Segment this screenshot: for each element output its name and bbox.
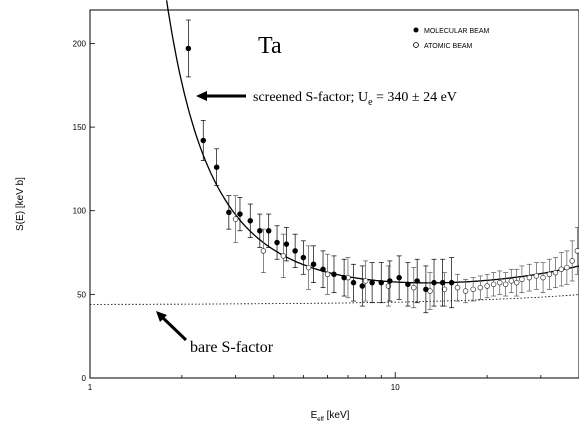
molecular-beam-point bbox=[257, 213, 263, 248]
atomic-beam-point bbox=[427, 272, 433, 310]
screened-annotation-arrow bbox=[196, 91, 246, 101]
atomic-beam-point bbox=[484, 273, 490, 299]
atomic-beam-point bbox=[526, 263, 533, 292]
molecular-beam-point bbox=[396, 255, 402, 300]
molecular-beam-point bbox=[200, 120, 207, 161]
atomic-beam-point bbox=[533, 262, 540, 290]
y-tick-label: 0 bbox=[82, 374, 87, 383]
molecular-beam-point bbox=[369, 262, 375, 304]
atomic-beam-point bbox=[477, 275, 484, 300]
molecular-beam-point bbox=[300, 240, 307, 275]
molecular-beam-point bbox=[310, 245, 317, 284]
molecular-beam-point bbox=[213, 148, 220, 186]
molecular-beam-point bbox=[283, 227, 290, 262]
y-tick-label: 50 bbox=[77, 290, 86, 299]
atomic-beam-point bbox=[462, 278, 469, 304]
molecular-beam-point bbox=[341, 258, 347, 297]
element-label: Ta bbox=[258, 33, 282, 59]
x-tick-label: 10 bbox=[391, 383, 400, 392]
atomic-beam-point bbox=[546, 258, 553, 290]
data-points bbox=[185, 19, 579, 314]
atomic-beam-point bbox=[508, 268, 515, 294]
legend-label-molecular: MOLECULAR BEAM bbox=[424, 28, 490, 35]
y-axis-title: S(E) [keV b] bbox=[15, 177, 26, 231]
molecular-beam-point bbox=[414, 258, 420, 304]
tick-labels: 0 50 100 150 200 1 10 bbox=[73, 39, 401, 392]
atomic-beam-point bbox=[324, 253, 331, 295]
atomic-beam-point bbox=[260, 228, 267, 273]
molecular-beam-point bbox=[387, 260, 393, 302]
x-tick-label: 1 bbox=[88, 383, 93, 392]
atomic-beam-point bbox=[540, 262, 546, 294]
legend-label-atomic: ATOMIC BEAM bbox=[424, 43, 473, 50]
molecular-beam-point bbox=[439, 258, 446, 307]
atomic-beam-point bbox=[470, 277, 476, 302]
atomic-beam-point bbox=[513, 268, 520, 297]
molecular-beam-point bbox=[378, 262, 385, 304]
atomic-beam-point bbox=[280, 233, 287, 278]
legend-marker-molecular bbox=[413, 27, 419, 33]
atomic-beam-point bbox=[454, 273, 461, 302]
axis-ticks bbox=[89, 43, 579, 379]
molecular-beam-point bbox=[226, 195, 232, 230]
bare-annotation: bare S-factor bbox=[190, 339, 274, 356]
molecular-beam-point bbox=[331, 255, 337, 294]
molecular-beam-point bbox=[237, 196, 243, 232]
atomic-beam-point bbox=[232, 195, 239, 243]
y-tick-label: 150 bbox=[73, 123, 87, 132]
molecular-beam-point bbox=[265, 213, 272, 248]
atomic-beam-point bbox=[411, 267, 417, 309]
x-axis-title: Eeff [keV] bbox=[311, 410, 350, 423]
screened-annotation: screened S-factor; Ue = 340 ± 24 eV bbox=[253, 90, 457, 108]
atomic-beam-point bbox=[564, 250, 570, 285]
plot-frame bbox=[89, 9, 579, 379]
screened-fit-curve bbox=[165, 0, 579, 284]
molecular-beam-point bbox=[350, 263, 357, 302]
atomic-beam-point bbox=[502, 272, 509, 297]
atomic-beam-point bbox=[519, 265, 525, 294]
bare-s-factor-line bbox=[90, 294, 579, 305]
molecular-beam-point bbox=[185, 19, 192, 78]
atomic-beam-point bbox=[362, 260, 369, 302]
molecular-beam-point bbox=[359, 265, 366, 307]
atomic-beam-point bbox=[574, 227, 579, 275]
atomic-beam-point bbox=[305, 245, 312, 290]
bare-annotation-arrow bbox=[156, 311, 188, 342]
molecular-beam-point bbox=[292, 233, 298, 268]
legend: MOLECULAR BEAM ATOMIC BEAM bbox=[413, 27, 490, 50]
atomic-beam-point bbox=[497, 270, 503, 295]
y-tick-label: 200 bbox=[73, 39, 87, 48]
y-tick-label: 100 bbox=[73, 207, 87, 216]
atomic-beam-point bbox=[569, 240, 575, 282]
atomic-beam-point bbox=[552, 257, 559, 289]
molecular-beam-point bbox=[274, 225, 280, 260]
molecular-beam-point bbox=[320, 250, 326, 289]
atomic-beam-point bbox=[385, 265, 392, 307]
molecular-beam-point bbox=[431, 258, 437, 307]
atomic-beam-point bbox=[558, 252, 565, 287]
molecular-beam-point bbox=[448, 257, 455, 309]
molecular-beam-point bbox=[247, 203, 254, 238]
atomic-beam-point bbox=[490, 272, 497, 297]
molecular-beam-point bbox=[405, 262, 411, 307]
molecular-beam-point bbox=[423, 265, 429, 314]
legend-marker-atomic bbox=[413, 42, 419, 48]
